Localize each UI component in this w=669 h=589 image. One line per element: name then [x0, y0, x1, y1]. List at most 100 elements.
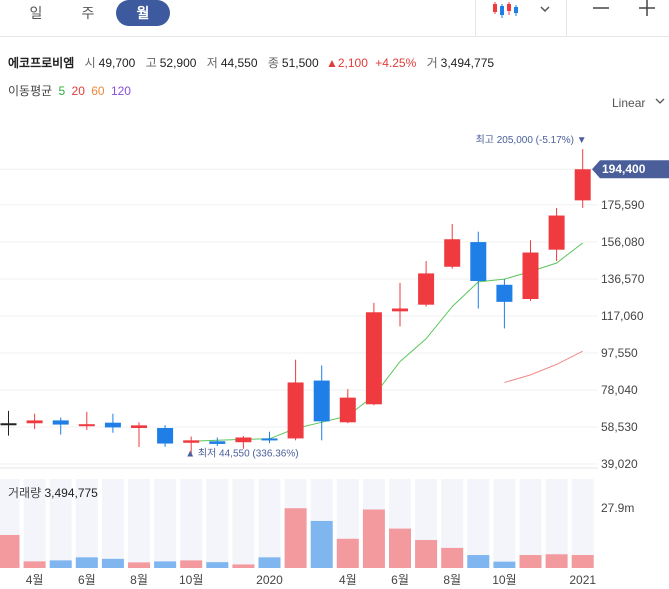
volume-bar — [128, 562, 150, 568]
ma-120[interactable]: 120 — [110, 84, 131, 98]
volume-bar — [284, 508, 307, 568]
candle-body[interactable] — [78, 424, 95, 427]
y-tick-label: 175,590 — [601, 198, 645, 212]
candle-body[interactable] — [26, 420, 43, 424]
volume-column-bg — [467, 479, 490, 568]
scale-label: Linear — [612, 96, 646, 110]
volume-value: 3,494,775 — [440, 56, 495, 70]
scale-selector[interactable]: Linear — [612, 96, 667, 110]
candle-body[interactable] — [104, 422, 121, 428]
candlestick-icon[interactable] — [490, 0, 520, 26]
price-info-bar: 에코프로비엠 시 49,700 고 52,900 저 44,550 종 51,500 ▲… — [0, 54, 669, 72]
current-price-label: 194,400 — [602, 162, 646, 176]
candle-body[interactable] — [392, 308, 408, 312]
volume-bar — [49, 560, 72, 568]
candle-body[interactable] — [131, 425, 147, 428]
volume-column-bg — [101, 479, 124, 568]
candle-body[interactable] — [183, 440, 200, 443]
volume-label: 거래량 3,494,775 — [8, 486, 98, 500]
candle-body[interactable] — [444, 239, 461, 267]
y-tick-label: 78,040 — [601, 383, 638, 397]
candle-body[interactable] — [287, 382, 304, 439]
volume-bar — [258, 557, 281, 568]
toolbar-divider — [475, 0, 476, 36]
period-week-tab[interactable]: 주 — [81, 5, 95, 21]
volume-bar — [389, 528, 411, 568]
volume-bar — [441, 547, 464, 568]
volume-bar — [310, 520, 333, 568]
volume-bar — [154, 561, 177, 568]
volume-bar — [545, 554, 568, 568]
x-tick-label: 4월 — [339, 573, 357, 587]
x-tick-label: 6월 — [391, 573, 409, 587]
candle-body[interactable] — [235, 437, 252, 443]
volume-bar — [571, 555, 594, 568]
ma-20[interactable]: 20 — [71, 84, 85, 98]
x-tick-label: 8월 — [130, 573, 148, 587]
x-tick-label: 6월 — [78, 573, 96, 587]
candle-body[interactable] — [157, 427, 174, 444]
ma-5[interactable]: 5 — [58, 84, 66, 98]
candle-body[interactable] — [522, 252, 539, 300]
volume-label: 거 — [426, 56, 438, 70]
volume-column-bg — [441, 479, 464, 568]
ma5-line — [191, 242, 584, 442]
volume-bar — [75, 557, 98, 568]
candle-body[interactable] — [313, 380, 330, 422]
volume-column-bg — [75, 479, 98, 568]
candle-body[interactable] — [548, 215, 565, 250]
volume-column-bg — [180, 479, 203, 568]
high-label: 고 — [145, 56, 157, 70]
minus-icon[interactable] — [588, 0, 614, 26]
ma20-line — [504, 350, 583, 383]
x-tick-label: 2020 — [256, 573, 283, 587]
candle-body[interactable] — [574, 169, 591, 201]
volume-bar — [23, 561, 46, 568]
close-label: 종 — [267, 56, 279, 70]
close-value: 51,500 — [281, 56, 319, 70]
low-value: 44,550 — [220, 56, 258, 70]
volume-column-bg — [493, 479, 516, 568]
volume-bar — [206, 562, 229, 568]
period-month-tab[interactable]: 월 — [116, 0, 170, 26]
volume-column-bg — [519, 479, 542, 568]
volume-column-bg — [232, 479, 255, 568]
y-tick-label: 117,060 — [601, 309, 644, 323]
candle-body[interactable] — [261, 438, 278, 441]
volume-bar — [336, 538, 359, 568]
volume-tick-label: 27.9m — [601, 501, 634, 515]
candle-body[interactable] — [418, 273, 435, 305]
max-price-marker: 최고 205,000 (-5.17%) ▼ — [476, 134, 587, 146]
chevron-down-icon — [655, 98, 665, 104]
volume-column-bg — [49, 479, 72, 568]
candle-body[interactable] — [496, 284, 513, 302]
x-tick-label: 10월 — [492, 573, 516, 587]
open-value: 49,700 — [98, 56, 136, 70]
candle-body[interactable] — [209, 441, 226, 444]
candle-body[interactable] — [365, 312, 382, 405]
volume-column-bg — [128, 479, 150, 568]
current-price-badge — [592, 160, 669, 179]
y-tick-label: 39,020 — [601, 457, 638, 471]
chevron-down-icon[interactable] — [534, 0, 556, 26]
candle-body[interactable] — [52, 420, 69, 425]
ma-label: 이동평균 — [8, 84, 53, 98]
candle-body[interactable] — [0, 423, 17, 426]
moving-average-legend: 이동평균 5 20 60 120 — [8, 82, 131, 99]
candle-body[interactable] — [470, 242, 487, 281]
ma-60[interactable]: 60 — [91, 84, 105, 98]
change-value: ▲2,100 — [325, 56, 368, 70]
volume-bar — [467, 555, 490, 568]
x-tick-label: 8월 — [443, 573, 461, 587]
candle-body[interactable] — [339, 397, 356, 423]
volume-bar — [493, 561, 516, 568]
plus-icon[interactable] — [634, 0, 660, 26]
volume-column-bg — [154, 479, 177, 568]
change-pct: +4.25% — [375, 56, 417, 70]
period-day-tab[interactable]: 일 — [29, 5, 43, 21]
volume-bar — [519, 555, 542, 568]
y-tick-label: 136,570 — [601, 272, 645, 286]
volume-bar — [415, 540, 438, 568]
x-tick-label: 10월 — [179, 573, 203, 587]
